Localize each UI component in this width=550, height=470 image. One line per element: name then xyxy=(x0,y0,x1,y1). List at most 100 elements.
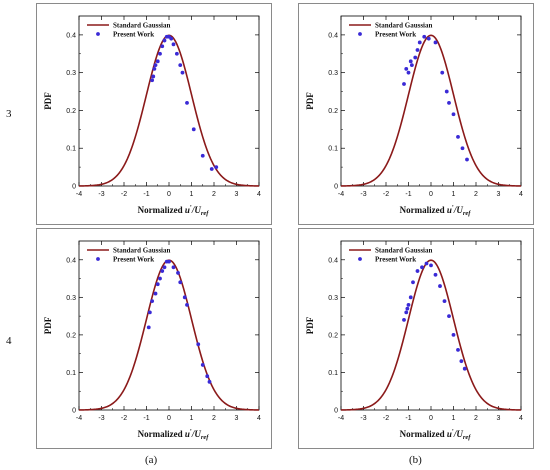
data-point xyxy=(465,157,469,162)
x-tick-label: 2 xyxy=(212,191,216,198)
data-point xyxy=(209,167,214,171)
x-tick-label: 3 xyxy=(497,415,501,422)
x-tick-label: -1 xyxy=(405,415,411,422)
y-axis-label: PDF xyxy=(43,92,53,110)
x-tick-label: 0 xyxy=(167,415,171,422)
data-point xyxy=(205,374,210,379)
y-tick-label: 0.4 xyxy=(328,32,338,39)
y-axis-label: PDF xyxy=(305,316,315,334)
plot-frame xyxy=(340,15,522,187)
x-tick-label: 2 xyxy=(474,415,478,422)
data-point xyxy=(171,42,176,47)
x-axis-label-den: /U xyxy=(191,205,202,215)
y-tick-label: 0 xyxy=(334,184,338,191)
data-point xyxy=(180,70,185,75)
data-point xyxy=(152,66,157,71)
y-tick-label: 0.3 xyxy=(66,70,76,77)
legend-label-present-work: Present Work xyxy=(113,31,154,39)
data-point xyxy=(200,153,205,158)
x-tick-label: -2 xyxy=(383,415,389,422)
row-label-4: 4 xyxy=(6,335,12,347)
data-point xyxy=(433,272,438,277)
x-tick-label: -3 xyxy=(360,191,366,198)
x-axis-label-prime: ' xyxy=(190,204,192,212)
x-axis-label-var: u xyxy=(185,429,190,439)
data-point xyxy=(456,134,460,139)
x-tick-label: -4 xyxy=(76,415,82,422)
x-axis-label-text: Normalized xyxy=(138,205,185,215)
data-point xyxy=(408,295,413,300)
data-point xyxy=(207,379,212,384)
legend-label-present-work: Present Work xyxy=(113,256,154,264)
data-point xyxy=(167,259,171,264)
column-label-b: (b) xyxy=(409,454,422,466)
y-tick-label: 0.4 xyxy=(66,257,76,264)
data-point xyxy=(406,302,411,307)
y-tick-label: 0.1 xyxy=(328,370,338,377)
data-point xyxy=(417,40,422,45)
data-point xyxy=(411,280,415,285)
x-tick-label: 0 xyxy=(167,191,171,198)
data-point xyxy=(160,44,165,49)
chart-panel-b4: -4 -3 -2 -1 0 1 2 3 4 0 0.1 0.2 0.3 0.4 Standard Gauss… xyxy=(298,228,534,449)
y-tick-label: 0.1 xyxy=(66,146,76,153)
data-point xyxy=(151,74,156,79)
x-axis-label: Normalized u'/Uref xyxy=(138,428,210,441)
x-tick-label: 2 xyxy=(212,415,216,422)
data-point xyxy=(462,366,467,371)
y-tick-label: 0.1 xyxy=(328,146,338,153)
y-tick-label: 0.1 xyxy=(66,370,76,377)
x-tick-label: 1 xyxy=(190,415,194,422)
data-point xyxy=(429,263,433,268)
y-tick-label: 0.4 xyxy=(66,32,76,39)
x-tick-label: 4 xyxy=(519,191,523,198)
data-point xyxy=(406,70,411,75)
data-point xyxy=(402,317,406,322)
x-axis-label-den: /U xyxy=(453,429,464,439)
x-tick-label: 4 xyxy=(257,191,261,198)
column-label-a: (a) xyxy=(145,454,158,466)
data-point xyxy=(155,282,160,287)
x-tick-label: 3 xyxy=(497,191,501,198)
x-axis-label-sub: ref xyxy=(201,434,209,441)
data-point xyxy=(185,100,189,105)
x-axis-label-text: Normalized xyxy=(400,429,447,439)
row-label-3: 3 xyxy=(6,108,12,120)
data-point xyxy=(460,146,465,151)
data-point xyxy=(433,40,438,45)
data-point xyxy=(178,63,183,68)
gaussian-curve xyxy=(78,259,260,411)
x-axis-label-text: Normalized xyxy=(400,205,447,215)
data-point xyxy=(447,100,451,105)
y-tick-label: 0 xyxy=(72,184,76,191)
data-point xyxy=(174,51,179,56)
data-point xyxy=(408,59,413,64)
x-axis-label-var: u xyxy=(447,429,452,439)
x-tick-label: -1 xyxy=(405,191,411,198)
data-point xyxy=(451,332,456,337)
y-axis-label: PDF xyxy=(43,316,53,334)
data-point xyxy=(171,265,176,270)
data-point xyxy=(424,261,429,266)
x-axis-label-den: /U xyxy=(453,205,464,215)
data-point xyxy=(456,348,460,352)
legend-point-swatch xyxy=(96,32,100,36)
data-point xyxy=(405,306,410,311)
data-point xyxy=(146,325,151,330)
gaussian-curve xyxy=(78,34,260,187)
x-tick-label: 4 xyxy=(257,415,261,422)
y-tick-label: 0.4 xyxy=(328,257,338,264)
x-tick-label: 2 xyxy=(474,191,478,198)
data-point xyxy=(442,299,447,303)
x-axis-label: Normalized u'/Uref xyxy=(138,204,210,217)
data-point xyxy=(155,59,160,64)
x-tick-label: -4 xyxy=(338,191,344,198)
y-tick-label: 0.3 xyxy=(328,70,338,77)
y-tick-label: 0.2 xyxy=(66,332,76,339)
legend-label-gaussian: Standard Gaussian xyxy=(375,22,432,30)
data-point xyxy=(459,359,464,364)
data-point xyxy=(153,291,158,296)
data-point xyxy=(158,51,162,56)
x-axis-label-prime: ' xyxy=(190,428,192,436)
x-tick-label: -2 xyxy=(121,191,127,198)
